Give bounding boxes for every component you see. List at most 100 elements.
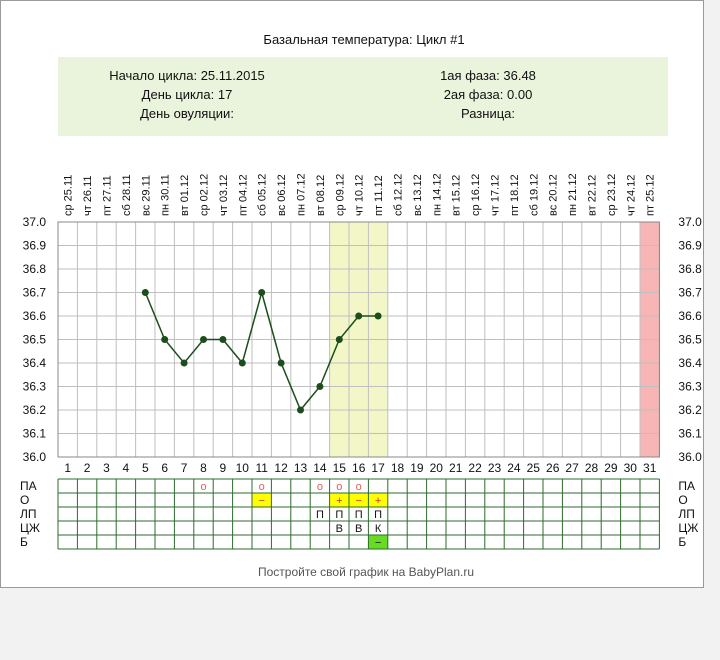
y-tick-label-right: 36.9 (678, 239, 702, 253)
info-panel (58, 57, 668, 136)
y-tick-label-right: 36.2 (678, 403, 702, 417)
day-number-label: 12 (274, 461, 288, 475)
mark-text: − (355, 495, 361, 507)
y-tick-label-right: 36.3 (678, 380, 702, 394)
date-label: вт 15.12 (451, 175, 463, 216)
y-tick-label-left: 36.1 (23, 427, 47, 441)
y-tick-label-right: 36.6 (678, 309, 702, 323)
day-number-label: 25 (527, 461, 541, 475)
row-label-right: ЦЖ (678, 521, 698, 535)
y-tick-label-right: 36.4 (678, 356, 702, 370)
day-number-label: 14 (313, 461, 327, 475)
day-number-label: 15 (333, 461, 347, 475)
day-number-label: 28 (585, 461, 599, 475)
day-number-label: 1 (64, 461, 71, 475)
date-label: пт 11.12 (373, 175, 385, 216)
date-label: чт 03.12 (218, 175, 230, 216)
day-number-label: 26 (546, 461, 560, 475)
mark-text: − (258, 495, 264, 507)
day-number-label: 11 (255, 461, 268, 475)
mark-text: П (335, 509, 343, 521)
row-label-left: ПА (20, 479, 37, 493)
day-number-label: 2 (84, 461, 91, 475)
chart-title: Базальная температура: Цикл #1 (263, 32, 464, 47)
date-label: ср 16.12 (470, 174, 482, 216)
date-label: вс 13.12 (412, 174, 424, 216)
date-label: пн 14.12 (431, 173, 443, 216)
mark-text: К (375, 523, 382, 535)
row-label-right: Б (678, 535, 686, 549)
row-label-left: О (20, 493, 29, 507)
temperature-point (258, 289, 266, 296)
date-label: чт 17.12 (490, 175, 502, 216)
y-tick-label-left: 36.5 (23, 333, 47, 347)
y-tick-label-right: 36.8 (678, 262, 702, 276)
y-tick-label-left: 36.0 (23, 450, 47, 464)
temperature-point (238, 359, 246, 367)
date-label: вс 29.11 (140, 175, 152, 216)
mark-text: о (200, 481, 206, 493)
row-label-left: ЛП (20, 507, 37, 521)
row-label-left: ЦЖ (20, 521, 40, 535)
date-label: пт 27.11 (102, 175, 114, 216)
mark-text: П (374, 509, 382, 521)
mark-text: В (355, 523, 362, 535)
y-tick-label-right: 37.0 (678, 215, 702, 229)
mark-text: + (375, 495, 381, 507)
mark-text: о (259, 481, 265, 493)
y-tick-label-left: 36.3 (23, 380, 47, 394)
date-label: пт 18.12 (509, 174, 521, 216)
temperature-point (200, 336, 207, 343)
cycle-day: День цикла: 17 (142, 87, 233, 102)
y-tick-label-right: 36.7 (678, 286, 702, 300)
mark-fill (368, 535, 388, 549)
date-label: чт 10.12 (354, 175, 366, 216)
ovulation-day: День овуляции: (140, 106, 234, 121)
date-label: вт 22.12 (587, 175, 599, 216)
mark-text: о (317, 481, 323, 493)
mark-text: о (356, 481, 362, 493)
day-number-label: 19 (410, 461, 424, 475)
day-number-label: 17 (371, 461, 385, 475)
y-tick-label-left: 36.9 (23, 239, 47, 253)
row-label-right: О (678, 493, 687, 507)
date-label: чт 26.11 (82, 175, 94, 216)
date-label: пт 04.12 (237, 174, 249, 216)
mark-text: П (316, 509, 324, 521)
bottom-strip (0, 606, 720, 660)
date-label: вт 01.12 (179, 175, 191, 216)
date-label: пн 21.12 (567, 173, 579, 216)
date-label: сб 05.12 (257, 174, 269, 216)
day-number-label: 10 (236, 461, 250, 475)
mark-text: − (375, 537, 381, 549)
y-tick-label-left: 36.8 (23, 262, 47, 276)
day-number-label: 24 (507, 461, 521, 475)
row-label-right: ЛП (678, 507, 695, 521)
chart-frame: Базальная температура: Цикл #1 Начало ци… (0, 0, 704, 588)
mark-fill (329, 493, 349, 507)
day-number-label: 8 (200, 461, 207, 475)
date-label: сб 12.12 (393, 174, 405, 216)
temperature-point (161, 336, 169, 343)
day-number-label: 13 (294, 461, 308, 475)
row-label-right: ПА (678, 479, 695, 493)
date-label: вс 06.12 (276, 174, 288, 216)
date-label: вт 08.12 (315, 175, 327, 216)
temperature-point (374, 312, 382, 320)
y-tick-label-left: 36.7 (23, 286, 47, 300)
day-number-label: 5 (142, 461, 149, 475)
date-label: чт 24.12 (625, 175, 637, 216)
temperature-point (335, 336, 343, 343)
date-label: пн 07.12 (296, 173, 308, 216)
temperature-point (141, 289, 149, 296)
footer-link[interactable]: Постройте свой график на BabyPlan.ru (258, 565, 474, 579)
difference: Разница: (461, 106, 515, 121)
temperature-point (277, 359, 285, 367)
day-number-label: 20 (430, 461, 444, 475)
day-number-label: 31 (643, 461, 657, 475)
y-tick-label-right: 36.5 (678, 333, 702, 347)
day-number-label: 22 (468, 461, 482, 475)
mark-text: о (336, 481, 342, 493)
y-tick-label-left: 36.6 (23, 309, 47, 323)
mark-text: + (336, 495, 342, 507)
